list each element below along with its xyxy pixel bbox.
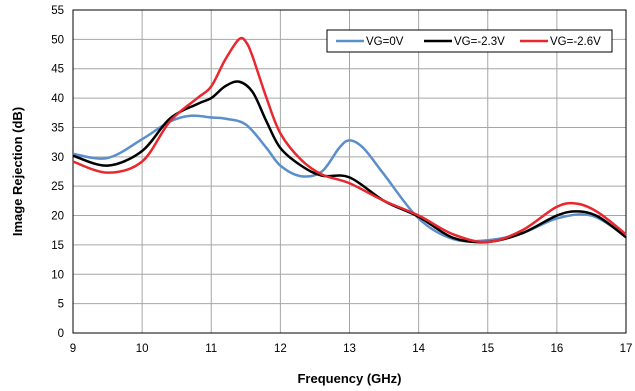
gridlines [72,9,627,334]
x-tick-label: 15 [481,343,494,355]
y-tick-label: 15 [51,240,64,252]
legend-label-3: VG=-2.6V [550,36,601,48]
plot-area [72,9,627,334]
legend-box [326,29,613,53]
y-tick-label: 20 [51,211,64,223]
y-tick-label: 30 [51,152,64,164]
y-tick-labels: 0 5 10 15 20 25 30 35 40 45 50 55 [51,5,64,340]
legend: VG=0V VG=-2.3V VG=-2.6V [326,29,613,53]
series-lines [72,36,627,244]
y-tick-label: 0 [58,328,64,340]
x-tick-label: 17 [620,343,633,355]
y-tick-label: 50 [51,34,64,46]
y-tick-label: 25 [51,181,64,193]
legend-label-2: VG=-2.3V [454,36,505,48]
y-tick-label: 10 [51,269,64,281]
x-tick-label: 14 [412,343,425,355]
x-tick-label: 13 [343,343,356,355]
y-tick-label: 5 [58,299,64,311]
series-line-3 [72,36,627,244]
y-tick-label: 40 [51,93,64,105]
x-tick-labels: 9 10 11 12 13 14 15 16 17 [70,343,633,355]
x-tick-label: 16 [550,343,563,355]
y-axis-title: Image Rejection (dB) [10,107,25,236]
y-tick-label: 55 [51,5,64,17]
x-tick-label: 10 [136,343,149,355]
legend-label-1: VG=0V [366,36,404,48]
y-tick-label: 45 [51,64,64,76]
x-tick-label: 9 [70,343,76,355]
y-tick-label: 35 [51,122,64,134]
x-tick-label: 12 [274,343,287,355]
x-tick-label: 11 [205,343,217,355]
x-axis-title: Frequency (GHz) [297,371,401,386]
series-line-2 [72,80,627,244]
